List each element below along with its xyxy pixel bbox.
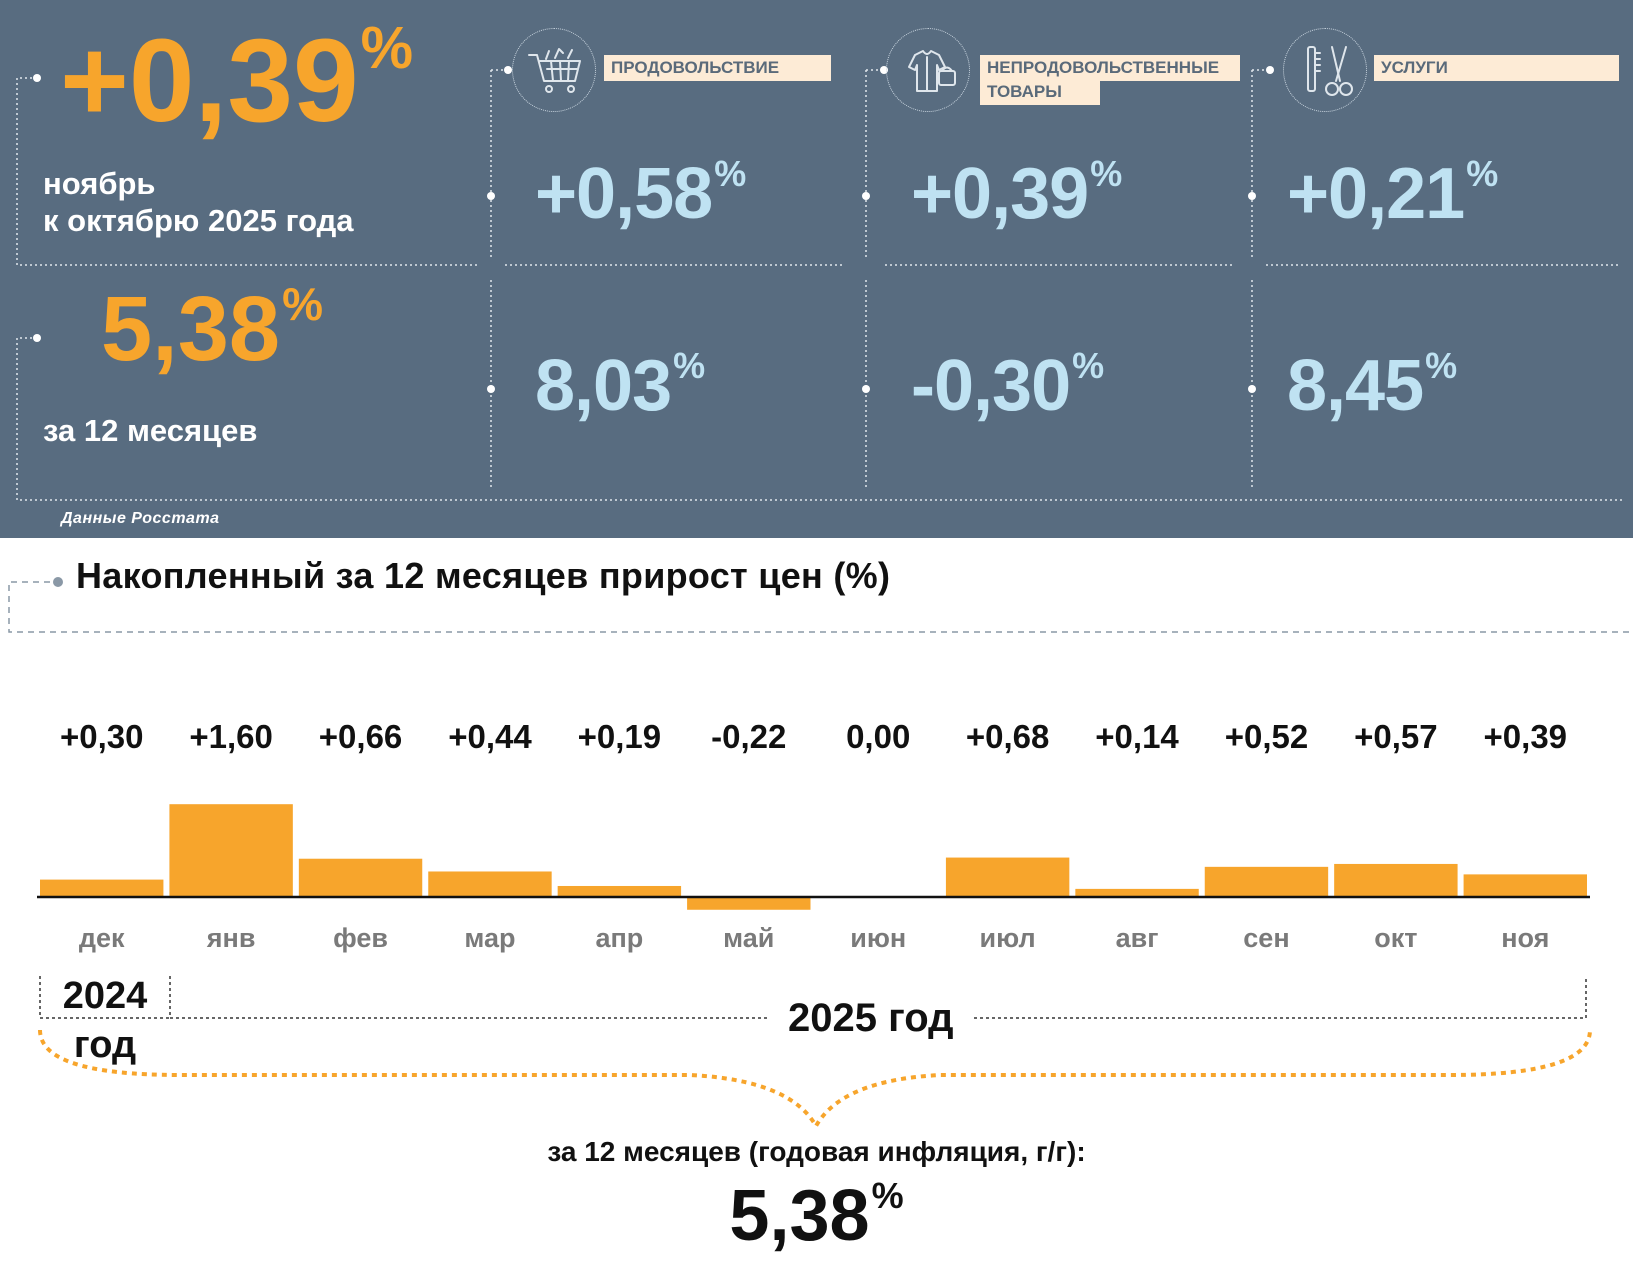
year-2024-label: 2024 год: [62, 975, 148, 1067]
value-label-4: +0,19: [578, 718, 662, 755]
panel-frame-lines: [16, 66, 1622, 501]
comb-scissors-icon: [1283, 28, 1367, 112]
bar-11: [1463, 874, 1587, 897]
monthly-headline-label: ноябрь к октябрю 2025 года: [43, 166, 354, 239]
value-label-6: 0,00: [846, 718, 910, 755]
category-label-5: май: [723, 923, 774, 953]
source-note: Данные Росстата: [61, 510, 220, 527]
monthly-headline-value: +0,39%: [60, 15, 414, 147]
services-monthly-value: +0,21%: [1287, 153, 1498, 234]
value-label-11: +0,39: [1484, 718, 1568, 755]
curly-brace: [38, 1029, 1592, 1131]
food-monthly-value: +0,58%: [535, 153, 746, 234]
category-label-9: сен: [1243, 923, 1289, 953]
category-label-11: ноя: [1501, 923, 1549, 953]
bar-1: [169, 804, 293, 897]
value-label-1: +1,60: [189, 718, 273, 755]
yearly-headline-value: 5,38%: [101, 277, 323, 380]
value-label-9: +0,52: [1225, 718, 1309, 755]
summary-panel: +0,39% ноябрь к октябрю 2025 года 5,38% …: [0, 0, 1633, 538]
year-2025-label: 2025 год: [770, 996, 972, 1041]
category-label-8: авг: [1116, 923, 1159, 953]
category-label-food: ПРОДОВОЛЬСТВИЕ: [604, 55, 831, 81]
bar-8: [1075, 888, 1199, 897]
food-yearly-value: 8,03%: [535, 345, 705, 426]
category-label-10: окт: [1374, 923, 1417, 953]
value-label-8: +0,14: [1095, 718, 1179, 755]
bar-4: [557, 885, 682, 897]
services-yearly-value: 8,45%: [1287, 345, 1457, 426]
value-label-0: +0,30: [60, 718, 144, 755]
nonfood-monthly-value: +0,39%: [911, 153, 1122, 234]
bar-0: [40, 879, 164, 897]
nonfood-yearly-value: -0,30%: [911, 345, 1104, 426]
bar-9: [1204, 866, 1329, 897]
clothing-bag-icon: [886, 28, 970, 112]
category-label-1: янв: [206, 923, 256, 953]
value-label-10: +0,57: [1354, 718, 1438, 755]
yearly-headline-label: за 12 месяцев: [43, 413, 258, 448]
value-label-3: +0,44: [448, 718, 532, 755]
bar-5: [687, 897, 811, 910]
category-label-nonfood-line2: ТОВАРЫ: [980, 79, 1100, 105]
bar-3: [428, 871, 552, 897]
bar-2: [298, 858, 423, 897]
chart-title: Накопленный за 12 месяцев прирост цен (%…: [76, 555, 891, 596]
chart-title-frame: [8, 577, 1630, 633]
annual-inflation-value: 5,38%: [729, 1175, 904, 1256]
value-label-2: +0,66: [319, 718, 403, 755]
annual-inflation-label: за 12 месяцев (годовая инфляция, г/г):: [547, 1136, 1086, 1167]
bar-7: [945, 857, 1070, 897]
shopping-cart-icon: [512, 28, 596, 112]
category-label-3: мар: [464, 923, 515, 953]
category-label-4: апр: [595, 923, 643, 953]
category-label-6: июн: [850, 923, 906, 953]
value-label-7: +0,68: [966, 718, 1050, 755]
category-label-nonfood: НЕПРОДОВОЛЬСТВЕННЫЕ: [980, 55, 1240, 81]
value-label-5: -0,22: [711, 718, 786, 755]
bar-10: [1334, 863, 1458, 897]
category-label-7: июл: [980, 923, 1036, 953]
category-label-0: дек: [79, 923, 125, 953]
category-label-services: УСЛУГИ: [1374, 55, 1619, 81]
category-label-2: фев: [333, 923, 388, 953]
